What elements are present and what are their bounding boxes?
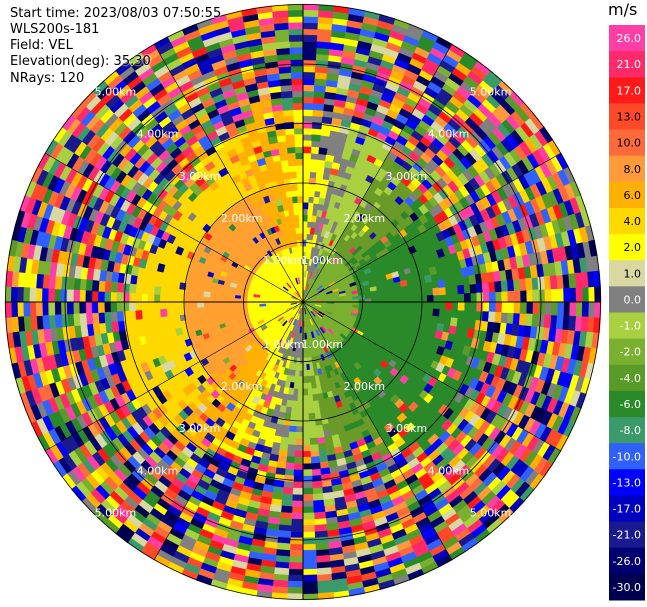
- colorbar-tick-label: -10.0: [613, 450, 641, 463]
- colorbar-swatch: [609, 51, 645, 78]
- colorbar-swatch: [609, 207, 645, 235]
- range-ring-label: 2.00km: [344, 212, 386, 225]
- colorbar-swatch: [609, 181, 645, 209]
- colorbar-tick-label: 26.0: [617, 32, 642, 45]
- colorbar-tick-label: -4.0: [620, 372, 641, 385]
- range-ring-label: 4.00km: [428, 128, 470, 141]
- colorbar-swatch: [609, 443, 645, 470]
- colorbar-unit: m/s: [608, 0, 638, 19]
- range-ring-label: 4.00km: [428, 464, 470, 477]
- colorbar-swatch: [609, 260, 645, 287]
- azimuth-spoke: [302, 301, 453, 561]
- colorbar-swatch: [609, 417, 645, 444]
- azimuth-spoke: [44, 152, 304, 303]
- azimuth-spoke: [302, 43, 453, 303]
- colorbar-swatch: [609, 103, 645, 131]
- range-ring-label: 5.00km: [95, 86, 137, 99]
- colorbar-swatch: [609, 77, 645, 104]
- colorbar-swatch: [609, 129, 645, 157]
- range-ring-label: 3.00km: [386, 170, 428, 183]
- colorbar-tick-label: 2.0: [624, 241, 642, 254]
- colorbar-swatch: [609, 312, 645, 340]
- range-ring-label: 1.00km: [263, 338, 305, 351]
- elevation-text: Elevation(deg): 35.30: [10, 54, 151, 69]
- colorbar-tick-label: -30.0: [613, 581, 641, 594]
- colorbar-swatch: [609, 390, 645, 418]
- range-ring-label: 1.00km: [263, 254, 305, 267]
- colorbar-tick-label: -6.0: [620, 398, 641, 411]
- velocity-gates: [302, 156, 429, 461]
- start-time-text: Start time: 2023/08/03 07:50:55: [10, 6, 222, 21]
- colorbar-swatch: [609, 573, 645, 601]
- colorbar-swatch: [609, 25, 645, 52]
- colorbar-tick-label: -21.0: [613, 529, 641, 542]
- colorbar-tick-label: 1.0: [624, 267, 642, 280]
- azimuth-spoke: [302, 152, 562, 303]
- colorbar-tick-label: 8.0: [624, 163, 642, 176]
- colorbar-tick-label: 4.0: [624, 215, 642, 228]
- colorbar-swatch: [609, 547, 645, 575]
- range-ring-label: 5.00km: [95, 506, 137, 519]
- range-ring-label: 2.00km: [344, 380, 386, 393]
- range-rings: [5, 4, 601, 600]
- colorbar-swatch: [609, 286, 645, 313]
- range-ring-label: 3.00km: [179, 422, 221, 435]
- colorbar-tick-label: -2.0: [620, 346, 641, 359]
- colorbar-tick-label: 17.0: [617, 84, 642, 97]
- colorbar-tick-label: -1.0: [620, 320, 641, 333]
- colorbar-swatch: [609, 364, 645, 392]
- azimuth-spoke: [153, 43, 304, 303]
- colorbar-tick-label: 13.0: [617, 110, 642, 123]
- colorbar-swatch: [609, 521, 645, 549]
- colorbar-tick-label: 6.0: [624, 189, 642, 202]
- colorbar-tick-label: 10.0: [617, 137, 642, 150]
- range-ring-label: 4.00km: [137, 464, 179, 477]
- colorbar: 26.0 21.0 17.0 13.0 10.0 8.0 6.0 4.0 2.0 1.0 0.0 -1…: [609, 25, 645, 601]
- range-ring-label: 3.00km: [179, 170, 221, 183]
- colorbar-tick-label: 21.0: [617, 58, 642, 71]
- azimuth-spoke: [302, 301, 562, 452]
- colorbar-tick-label: -26.0: [613, 555, 641, 568]
- nrays-text: NRays: 120: [10, 71, 85, 86]
- range-ring-label: 4.00km: [137, 128, 179, 141]
- range-ring-label: 3.00km: [386, 422, 428, 435]
- range-ring-label: 5.00km: [470, 506, 512, 519]
- range-ring-label: 2.00km: [221, 380, 263, 393]
- instrument-text: WLS200s-181: [10, 22, 100, 37]
- colorbar-tick-label: -17.0: [613, 503, 641, 516]
- colorbar-tick-label: 0.0: [624, 293, 642, 306]
- range-ring-label: 5.00km: [470, 86, 512, 99]
- colorbar-swatch: [609, 338, 645, 366]
- colorbar-swatch: [609, 155, 645, 183]
- range-ring-label: 2.00km: [221, 212, 263, 225]
- colorbar-swatch: [609, 495, 645, 523]
- field-text: Field: VEL: [10, 38, 73, 53]
- range-ring-label: 1.00km: [301, 254, 343, 267]
- azimuth-spoke: [153, 301, 304, 561]
- colorbar-tick-label: -8.0: [620, 424, 641, 437]
- azimuth-spoke: [44, 301, 304, 452]
- colorbar-swatch: [609, 469, 645, 496]
- range-ring-label: 1.00km: [301, 338, 343, 351]
- colorbar-swatch: [609, 234, 645, 261]
- colorbar-tick-label: -13.0: [613, 476, 641, 489]
